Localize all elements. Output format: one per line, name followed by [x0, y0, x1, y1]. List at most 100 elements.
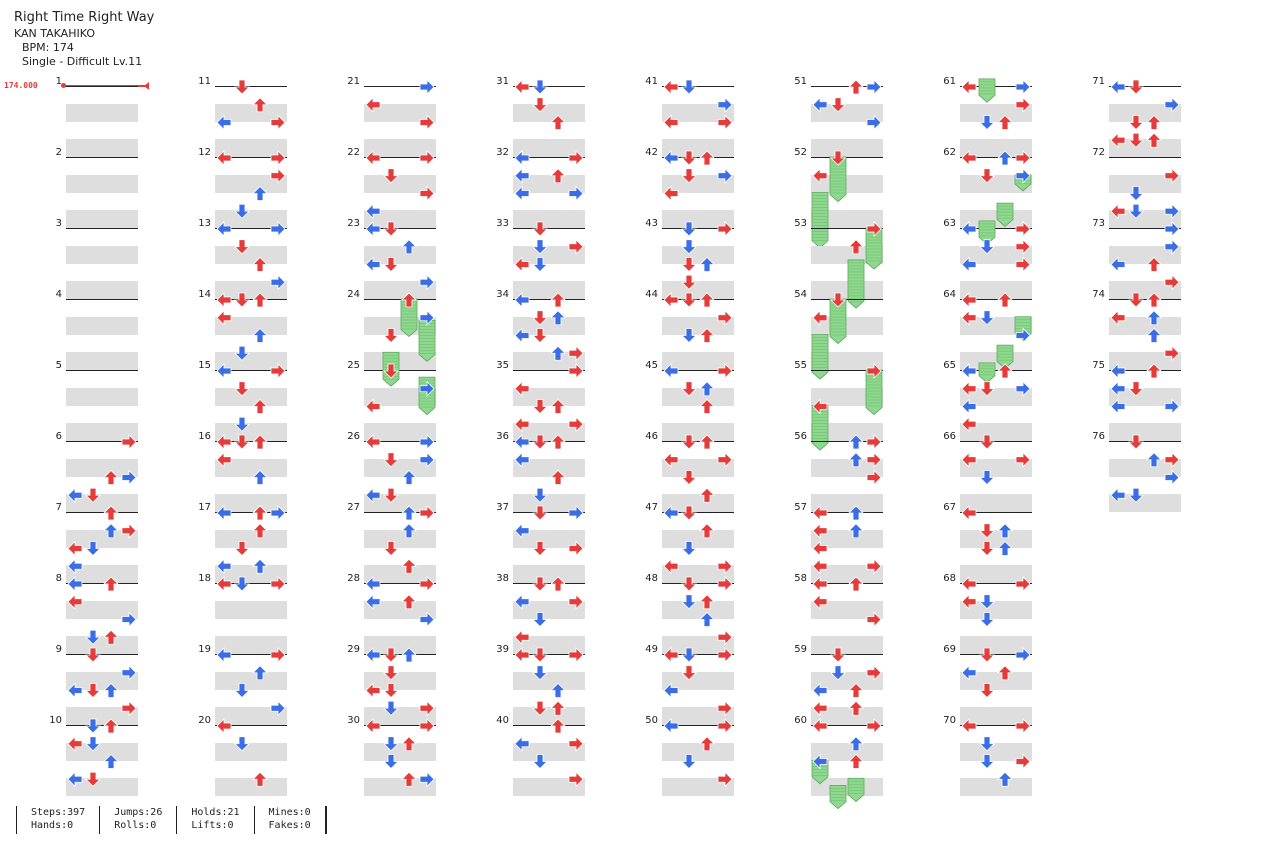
arrow-right-icon — [270, 221, 286, 237]
arrow-left-icon — [365, 434, 381, 450]
measure-number: 42 — [645, 147, 658, 158]
arrow-right-icon — [866, 221, 882, 237]
arrow-left-icon — [67, 771, 83, 788]
arrow-right-icon — [717, 700, 733, 717]
measure-notes — [812, 505, 882, 575]
stats-end-divider — [324, 806, 327, 834]
beat-band — [66, 707, 138, 725]
hold-note — [978, 362, 996, 384]
arrow-right-icon — [121, 522, 137, 539]
beat-band — [513, 565, 585, 583]
arrow-left-icon — [1110, 487, 1126, 504]
arrow-up-icon — [699, 594, 715, 610]
arrow-right-icon — [1015, 150, 1031, 166]
beat-band — [215, 423, 287, 441]
measure-number: 62 — [943, 147, 956, 158]
arrow-down-icon — [532, 239, 548, 255]
beat-band — [66, 103, 138, 122]
arrow-left-icon — [1110, 363, 1126, 379]
measure-36: 36 — [496, 431, 585, 512]
measure-number: 34 — [496, 289, 509, 300]
arrow-left-icon — [1110, 398, 1126, 415]
arrow-right-icon — [1164, 451, 1180, 468]
arrow-down-icon — [383, 647, 399, 663]
measure-line — [811, 583, 883, 584]
measure-number: 21 — [347, 76, 360, 87]
measure-line — [811, 441, 883, 442]
measure-54: 54 — [794, 289, 883, 380]
arrow-up-icon — [401, 292, 417, 308]
beat-band — [662, 387, 734, 406]
measure-5: 5 — [56, 360, 138, 441]
arrow-up-icon — [848, 239, 864, 255]
arrow-down-icon — [681, 505, 697, 521]
measure-line — [66, 583, 138, 584]
arrow-right-icon — [866, 451, 882, 468]
beat-band — [960, 707, 1032, 725]
arrow-left-icon — [514, 256, 530, 273]
arrow-down-icon — [383, 487, 399, 503]
arrow-left-icon — [216, 434, 232, 450]
measure-17: 17 — [198, 502, 287, 583]
measure-61: 61 — [943, 76, 1032, 157]
stat-value: Fakes:0 — [268, 820, 311, 831]
measure-line — [513, 299, 585, 300]
measure-75: 75 — [1092, 360, 1181, 441]
beat-band — [66, 281, 138, 299]
arrow-down-icon — [681, 647, 697, 663]
arrow-right-icon — [866, 79, 882, 95]
measure-line — [215, 370, 287, 371]
beat-band — [364, 281, 436, 299]
arrow-down-icon — [681, 168, 697, 184]
measure-line — [364, 583, 436, 584]
measure-number: 4 — [55, 289, 62, 300]
beat-band — [811, 387, 883, 406]
measure-notes — [66, 228, 138, 299]
beat-band — [811, 600, 883, 619]
arrow-down-icon — [681, 576, 697, 592]
arrow-left-icon — [216, 309, 232, 326]
arrow-down-icon — [532, 399, 548, 415]
arrow-left-icon — [961, 380, 977, 397]
measure-number: 18 — [198, 573, 211, 584]
arrow-down-icon — [1128, 434, 1144, 450]
measure-64: 64 — [943, 289, 1032, 370]
measure-notes — [663, 79, 733, 131]
measure-line — [215, 228, 287, 229]
measure-number: 14 — [198, 289, 211, 300]
measure-number: 50 — [645, 715, 658, 726]
measure-15: 15 — [198, 360, 287, 441]
arrow-down-icon — [383, 257, 399, 273]
measure-number: 22 — [347, 147, 360, 158]
beat-band — [960, 494, 1032, 512]
arrow-down-icon — [681, 328, 697, 344]
measure-line — [513, 654, 585, 655]
arrow-down-icon — [681, 221, 697, 237]
measure-27: 27 — [347, 502, 436, 583]
beat-band — [215, 742, 287, 761]
arrow-down-icon — [85, 629, 101, 645]
measure-line — [66, 228, 138, 229]
measure-number: 23 — [347, 218, 360, 229]
measure-number: 33 — [496, 218, 509, 229]
measure-notes — [216, 363, 286, 432]
arrow-left-icon — [365, 647, 381, 663]
arrow-down-icon — [532, 612, 548, 628]
arrow-right-icon — [121, 469, 137, 486]
arrow-left-icon — [812, 540, 828, 557]
beat-band — [960, 671, 1032, 690]
measure-55: 55 — [794, 360, 883, 451]
hold-note — [829, 156, 847, 203]
measure-35: 35 — [496, 360, 585, 441]
arrow-right-icon — [866, 434, 882, 450]
arrow-down-icon — [681, 239, 697, 255]
arrow-down-icon — [234, 576, 250, 592]
arrow-down-icon — [234, 239, 250, 255]
arrow-right-icon — [568, 150, 584, 166]
measure-line — [960, 86, 1032, 87]
arrow-right-icon — [419, 79, 435, 95]
measure-line — [811, 512, 883, 513]
arrow-up-icon — [550, 469, 566, 485]
measure-line — [66, 157, 138, 158]
measure-number: 51 — [794, 76, 807, 87]
